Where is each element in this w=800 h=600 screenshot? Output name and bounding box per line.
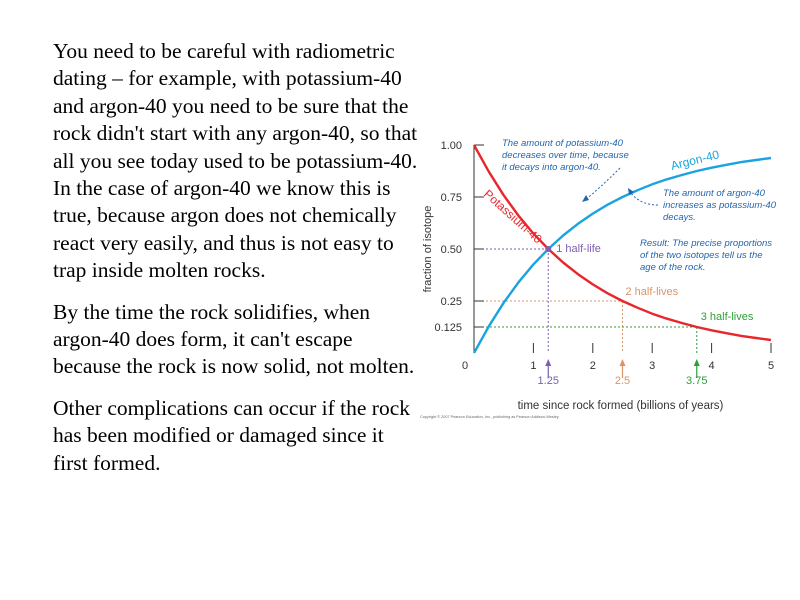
half-life-arrowhead — [693, 359, 700, 366]
series-label-potassium: Potassium-40 — [481, 187, 545, 247]
annotation-arrowhead — [628, 188, 634, 195]
slide-text: You need to be careful with radiometric … — [53, 38, 418, 491]
copyright: Copyright © 2007 Pearson Education, Inc.… — [420, 415, 559, 419]
x-tick-label: 5 — [768, 360, 774, 372]
annotation-arrow — [584, 167, 621, 201]
half-life-label: 3 half-lives — [701, 311, 754, 323]
half-life-tick-label: 3.75 — [686, 375, 707, 387]
y-tick-label: 1.00 — [441, 140, 462, 152]
half-life-arrowhead — [619, 359, 626, 366]
annotation-argon: The amount of argon-40 increases as potas… — [663, 188, 777, 223]
paragraph-2: By the time the rock solidifies, when ar… — [53, 299, 415, 379]
x-tick-label: 0 — [462, 360, 468, 372]
half-life-tick-label: 2.5 — [615, 375, 630, 387]
half-life-arrowhead — [545, 359, 552, 366]
half-life-label: 2 half-lives — [626, 286, 679, 298]
paragraph-3: Other complications can occur if the roc… — [53, 395, 410, 475]
x-tick-label: 3 — [649, 360, 655, 372]
series-layer — [472, 144, 772, 354]
intersection-point — [545, 246, 552, 252]
y-axis-title: fraction of isotope — [422, 206, 434, 293]
y-tick-label: 0.50 — [441, 244, 462, 256]
x-tick-label: 2 — [590, 360, 596, 372]
guide-lines — [474, 248, 700, 378]
annotation-arrowhead — [582, 195, 589, 202]
x-tick-label: 1 — [530, 360, 536, 372]
y-tick-label: 0.125 — [434, 322, 462, 334]
annotation-potassium: The amount of potassium-40 decreases over… — [502, 138, 629, 173]
series-line-potassium — [472, 144, 772, 342]
y-tick-label: 0.25 — [441, 296, 462, 308]
half-life-tick-label: 1.25 — [538, 375, 559, 387]
half-life-label: 1 half-life — [556, 243, 601, 255]
x-tick-label: 4 — [709, 360, 715, 372]
annotation-result: Result: The precise proportions of the tw… — [640, 238, 772, 273]
axes: 1.00 0.75 0.50 0.25 0.125 0 1 2 3 4 5 fraction of i… — [422, 140, 774, 412]
paragraph-1: You need to be careful with radiometric … — [53, 39, 418, 283]
series-line-argon — [472, 156, 772, 354]
series-label-argon: Argon-40 — [669, 147, 721, 173]
annotation-arrow — [629, 191, 659, 206]
y-tick-label: 0.75 — [441, 192, 462, 204]
x-axis-title: time since rock formed (billions of year… — [518, 400, 724, 412]
